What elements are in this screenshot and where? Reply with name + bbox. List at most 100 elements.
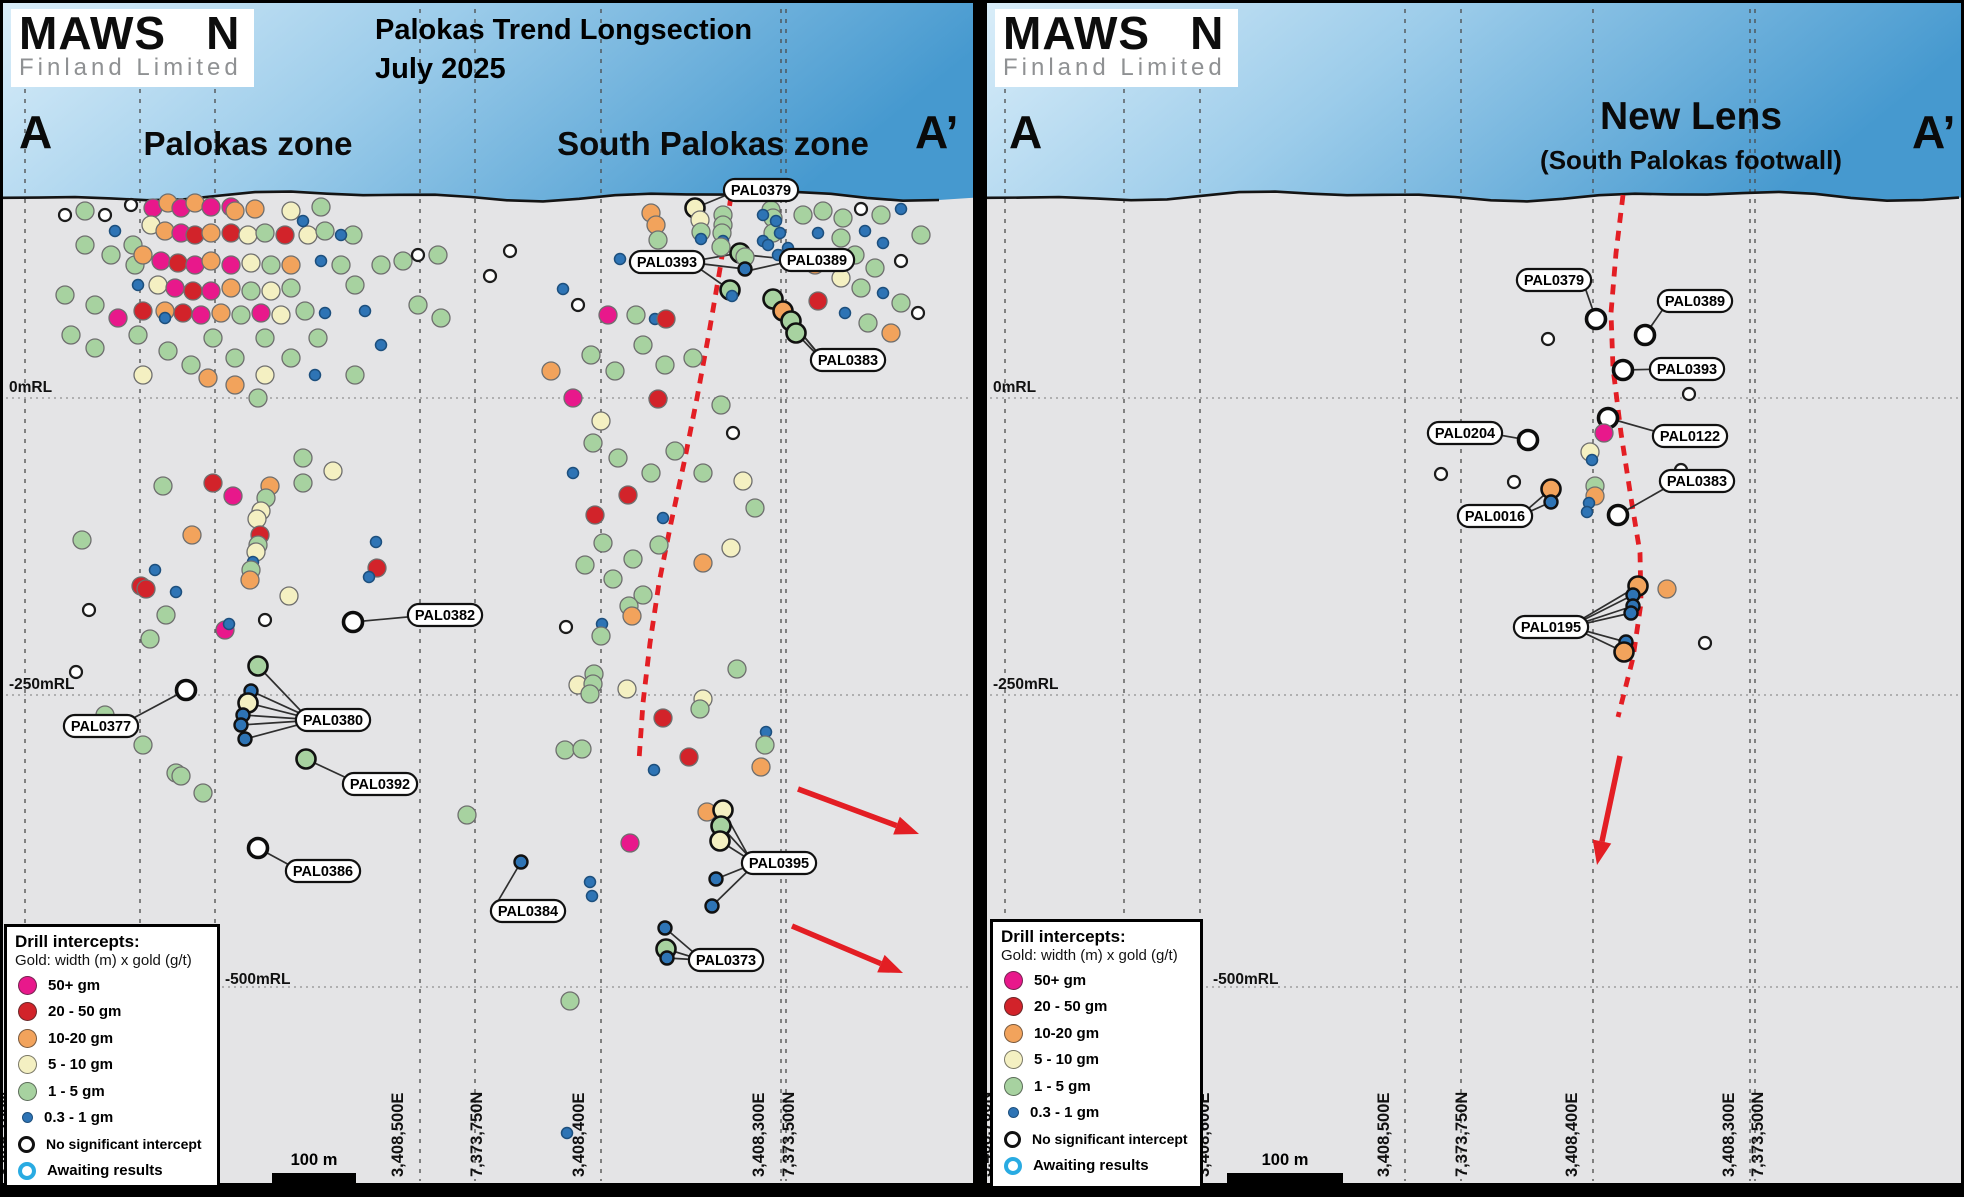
mawson-logo: MAWS N Finland Limited — [11, 9, 254, 88]
intercept-dot — [585, 889, 599, 903]
hole-label-pill — [1656, 288, 1734, 314]
intercept-dot — [659, 950, 675, 966]
axis-coordinate-label: 3,408,300E — [1720, 1093, 1738, 1177]
intercept-dot — [690, 699, 710, 719]
hole-label-text: PAL0395 — [749, 856, 809, 872]
intercept-dot — [745, 498, 765, 518]
zone-label-palokas: Palokas zone — [143, 125, 353, 162]
legend: Drill intercepts: Gold: width (m) x gold… — [990, 919, 1203, 1189]
intercept-dot — [241, 253, 261, 273]
intercept-dot — [221, 223, 241, 243]
hole-label-text: PAL0386 — [293, 864, 353, 880]
intercept-dot — [191, 305, 211, 325]
hole-label-text: PAL0377 — [71, 719, 131, 735]
legend-swatch-m-icon — [18, 975, 37, 995]
intercept-dot — [171, 766, 191, 786]
intercept-dot — [813, 201, 833, 221]
intercept-dot — [156, 605, 176, 625]
axis-coordinate-label: 3,408,300E — [750, 1093, 768, 1177]
intercept-dot — [201, 223, 221, 243]
hole-labels: PAL0379 PAL0389 PAL0393 PAL0204 PAL0122 PAL00… — [1426, 267, 1736, 640]
label-connector — [244, 722, 303, 740]
intercept-dot — [173, 303, 193, 323]
intercept-dot — [761, 238, 775, 252]
intercept-dot — [1657, 579, 1677, 599]
elevation-label: 0mRL — [9, 379, 52, 396]
hole-label-text: PAL0122 — [1660, 429, 1720, 445]
intercept-dot — [168, 253, 188, 273]
legend-label: No significant intercept — [46, 1136, 202, 1153]
hole-label-pill — [778, 247, 856, 273]
plunge-arrow — [797, 786, 898, 829]
hole-label-pill — [809, 347, 887, 373]
intercept-dot — [257, 612, 273, 628]
intercept-dot — [502, 243, 518, 259]
intercept-dot — [560, 991, 580, 1011]
intercept-dot — [755, 735, 775, 755]
hole-label-text: PAL0016 — [1465, 509, 1525, 525]
axis-coordinate-label: 3,408,400E — [570, 1093, 588, 1177]
intercept-dot — [193, 783, 213, 803]
intercept-dot — [255, 223, 275, 243]
intercept-dot — [133, 301, 153, 321]
mawson-orb-icon — [1152, 15, 1188, 51]
intercept-dot — [248, 388, 268, 408]
intercept-dot — [831, 228, 851, 248]
intercept-dot — [1681, 386, 1697, 402]
intercept-dot — [169, 585, 183, 599]
intercept-dot — [633, 335, 653, 355]
hole-labels: PAL0379 PAL0393 PAL0389 PAL0383 PAL0382 PAL03… — [62, 177, 887, 973]
legend-label: 50+ gm — [48, 976, 101, 994]
legend-label: 0.3 - 1 gm — [44, 1109, 114, 1127]
intercept-dot — [185, 193, 205, 213]
intercept-dot — [323, 461, 343, 481]
intercept-dot — [725, 425, 741, 441]
legend-item: No significant intercept — [1001, 1126, 1192, 1153]
intercept-dot — [773, 226, 787, 240]
logo-subtitle: Finland Limited — [1003, 54, 1226, 82]
legend-swatch-g-icon — [18, 1081, 37, 1101]
legend-swatch-nsi-icon — [18, 1135, 35, 1153]
zone-sublabel-footwall: (South Palokas footwall) — [1540, 145, 1842, 175]
section-marker-a: A — [19, 106, 53, 158]
figure-title: Palokas Trend Longsection July 2025 — [375, 11, 752, 89]
intercept-dot — [165, 278, 185, 298]
intercept-dot — [560, 1126, 574, 1140]
intercept-dot — [865, 258, 885, 278]
hole-label-pill — [1648, 356, 1726, 382]
intercept-dot — [101, 245, 121, 265]
hole-label-text: PAL0379 — [731, 183, 791, 199]
label-connector — [1581, 612, 1632, 626]
intercept-dot — [647, 763, 661, 777]
intercept-dot — [72, 530, 92, 550]
hole-label-pill — [740, 850, 818, 876]
hole-label-pill — [294, 707, 372, 733]
intercept-dot — [608, 448, 628, 468]
intercept-dot — [785, 322, 807, 344]
intercept-dot — [293, 448, 313, 468]
hole-label-pill — [1651, 423, 1729, 449]
axis-coordinate-label: 7,373,500N — [1749, 1092, 1767, 1177]
intercept-dot — [605, 361, 625, 381]
intercept-dot — [281, 348, 301, 368]
zone-label-new-lens: New Lens — [1599, 95, 1783, 138]
intercept-dot — [694, 232, 708, 246]
intercept-dot — [374, 338, 388, 352]
legend-swatch-o-icon — [1004, 1023, 1023, 1043]
legend-label: 1 - 5 gm — [1034, 1077, 1091, 1095]
intercept-dot — [271, 305, 291, 325]
hole-label-text: PAL0380 — [303, 713, 363, 729]
intercept-dot — [482, 268, 498, 284]
label-connector — [242, 714, 302, 720]
intercept-dot — [708, 871, 724, 887]
intercept-dot — [151, 251, 171, 271]
legend-items: 50+ gm 20 - 50 gm 10-20 gm 5 - 10 gm 1 - 5 g… — [1001, 967, 1192, 1179]
intercept-dot — [369, 535, 383, 549]
intercept-dot — [793, 205, 813, 225]
intercept-dot — [261, 281, 281, 301]
intercept-dot — [693, 463, 713, 483]
intercept-dot — [1585, 453, 1599, 467]
legend-item: 20 - 50 gm — [1001, 994, 1192, 1021]
legend-swatch-y-icon — [18, 1055, 37, 1075]
intercept-dot — [341, 610, 365, 634]
